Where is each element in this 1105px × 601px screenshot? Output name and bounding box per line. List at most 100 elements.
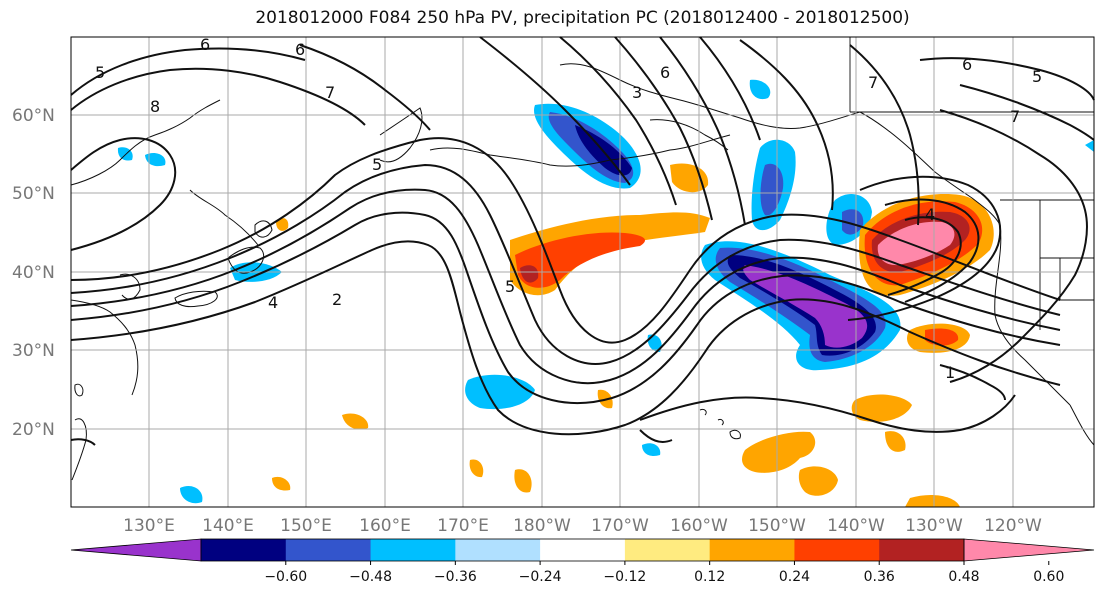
precip-negative-central-core	[743, 265, 868, 348]
pv-contour-11	[559, 36, 677, 206]
colorbar-tick-label: 0.60	[1033, 569, 1064, 585]
colorbar-segment	[370, 539, 456, 561]
contour-label-4b: 4	[925, 205, 935, 224]
lon-label-130e: 130°E	[123, 516, 175, 536]
precip-positive-patch-10	[342, 413, 369, 430]
precip-negative-gulf-core	[842, 209, 864, 235]
colorbar: −0.60 −0.48 −0.36 −0.24 −0.12 0.12 0.24 0.36 0.4…	[70, 538, 1095, 585]
colorbar-extend-high	[963, 538, 1095, 562]
pv-contours	[70, 36, 1095, 446]
pv-contour-10	[479, 36, 631, 186]
colorbar-segment	[794, 539, 880, 561]
precip-positive-patch-9	[514, 469, 532, 493]
colorbar-tick-label: 0.24	[779, 569, 810, 585]
pv-contour-4	[70, 211, 1061, 404]
contour-label-8: 8	[150, 97, 160, 116]
colorbar-segment	[285, 539, 372, 561]
colorbar-tick-label: −0.36	[434, 569, 477, 585]
contour-label-1: 1	[945, 363, 955, 382]
map-frame	[70, 36, 1095, 508]
precip-positive-core	[515, 232, 645, 288]
pv-contour-25	[939, 364, 1006, 401]
pv-contour-9	[299, 44, 431, 131]
precip-positive-patch-3	[742, 431, 816, 473]
colorbar-segment	[455, 539, 541, 561]
colorbar-tick-label: 0.48	[948, 569, 979, 585]
colorbar-tick-label: 0.36	[864, 569, 895, 585]
contour-label-7b: 7	[868, 73, 878, 92]
contour-label-3: 3	[632, 83, 642, 102]
pv-contour-19	[939, 109, 1088, 383]
coast-alaska-peninsula	[649, 119, 729, 151]
figure-title: 2018012000 F084 250 hPa PV, precipitatio…	[255, 8, 910, 28]
longitude-labels: 130°E 140°E 150°E 160°E 170°E 180°W 170°…	[123, 516, 1042, 536]
pv-contour-16	[849, 44, 920, 226]
lon-label-150e: 150°E	[280, 516, 332, 536]
colorbar-ticks: −0.60 −0.48 −0.36 −0.24 −0.12 0.12 0.24 0.36 0.4…	[264, 561, 1064, 585]
contour-label-6d: 6	[962, 55, 972, 74]
precip-positive-dark	[520, 265, 539, 283]
contour-label-4a: 4	[268, 293, 278, 312]
coast-asia-north	[70, 99, 221, 186]
lat-label-60n: 60°N	[12, 106, 55, 126]
precip-positive-patch-4	[798, 466, 838, 496]
pv-contour-17	[919, 57, 1095, 101]
pv-contour-26	[70, 438, 96, 446]
lon-label-140w: 140°W	[827, 516, 885, 536]
lat-label-30n: 30°N	[12, 341, 55, 361]
contour-label-5a: 5	[95, 63, 105, 82]
precip-negative-patch-4	[117, 147, 133, 161]
lon-label-160w: 160°W	[670, 516, 728, 536]
gridlines	[71, 37, 1094, 507]
precip-negative-patch-6	[647, 334, 662, 352]
contour-label-7a: 7	[325, 83, 335, 102]
pv-contour-14	[699, 36, 761, 141]
pv-contour-13	[659, 36, 746, 226]
lon-label-180w: 180°W	[513, 516, 571, 536]
coast-hawaii	[699, 409, 741, 440]
colorbar-tick-label: 0.12	[694, 569, 725, 585]
coast-japan-honshu	[227, 246, 265, 274]
lat-label-20n: 20°N	[12, 420, 55, 440]
lon-label-140e: 140°E	[202, 516, 254, 536]
pv-contour-22	[847, 175, 1002, 321]
colorbar-tick-label: −0.48	[349, 569, 392, 585]
precip-positive-patch-2	[851, 394, 912, 422]
lat-label-40n: 40°N	[12, 263, 55, 283]
latitude-labels: 60°N 50°N 40°N 30°N 20°N	[12, 106, 55, 440]
precip-negative-patch-5	[180, 485, 203, 504]
precip-negative-bering	[749, 79, 771, 100]
pv-contour-1	[70, 137, 1061, 344]
lon-label-150w: 150°W	[748, 516, 806, 536]
contour-label-5d: 5	[505, 277, 515, 296]
pv-contour-7	[70, 67, 366, 126]
precip-positive-patch-5	[885, 431, 906, 452]
pv-contour-18	[959, 84, 1095, 141]
lat-label-50n: 50°N	[12, 184, 55, 204]
pv-contour-12	[614, 36, 713, 221]
coast-taiwan	[74, 383, 84, 397]
colorbar-segment	[540, 539, 626, 561]
colorbar-tick-label: −0.60	[264, 569, 307, 585]
contour-label-6b: 6	[295, 40, 305, 59]
pv-contour-5	[70, 240, 1061, 436]
lon-label-130w: 130°W	[905, 516, 963, 536]
contour-labels: 5 6 8 6 7 5 3 6 7 6 5 7 4 2 5 4 1	[95, 35, 1042, 382]
pv-contour-8	[70, 47, 306, 96]
precip-positive-patch-6	[905, 495, 960, 507]
pv-contour-20	[639, 394, 1016, 433]
pv-contour-15	[739, 39, 834, 211]
colorbar-segments	[70, 538, 1095, 562]
contour-label-5c: 5	[1032, 67, 1042, 86]
precip-negative-alaska-core	[760, 163, 784, 216]
contour-label-5b: 5	[372, 155, 382, 174]
colorbar-extend-low	[70, 538, 202, 562]
lon-label-170e: 170°E	[437, 516, 489, 536]
colorbar-tick-label: −0.24	[519, 569, 562, 585]
precip-positive-patch-8	[469, 459, 484, 478]
coast-mexico	[1069, 404, 1095, 446]
contour-label-6c: 6	[660, 63, 670, 82]
lon-label-160e: 160°E	[359, 516, 411, 536]
pv-contour-3	[70, 188, 1061, 385]
